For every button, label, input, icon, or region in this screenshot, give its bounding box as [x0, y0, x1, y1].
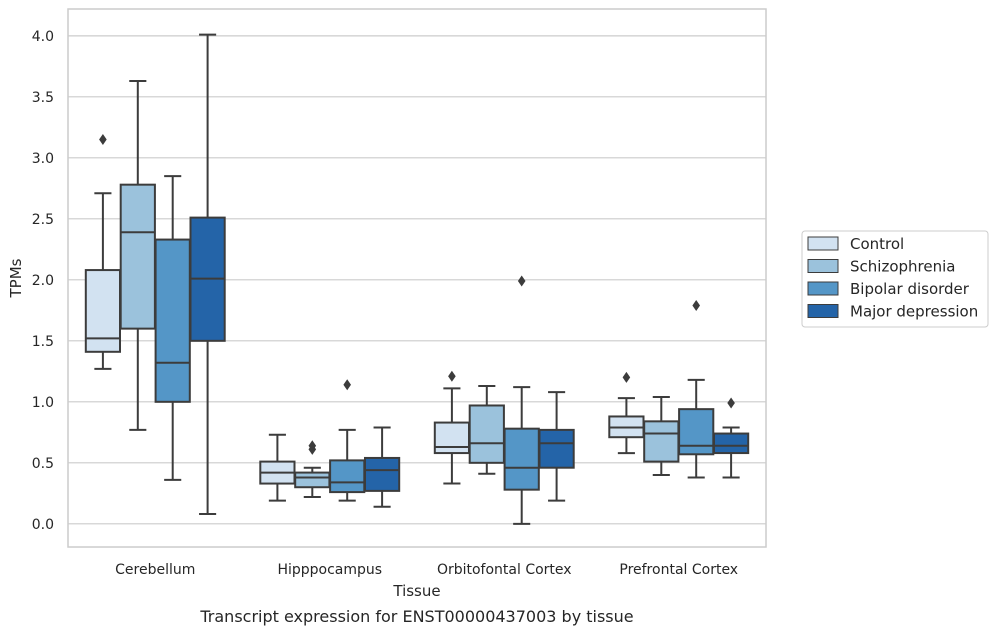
- legend-swatch: [807, 236, 839, 251]
- box-major-depression: [712, 397, 750, 479]
- box-iqr: [294, 471, 331, 489]
- box-iqr: [84, 269, 122, 353]
- box-groups: [84, 33, 750, 525]
- box-schizophrenia: [643, 395, 680, 477]
- legend-swatch: [807, 281, 839, 296]
- box-major-depression: [538, 391, 575, 502]
- legend-swatch: [807, 304, 839, 318]
- y-tick-label: 0.5: [32, 456, 54, 472]
- box-iqr: [154, 238, 191, 403]
- legend-label: Schizophrenia: [850, 258, 955, 276]
- x-axis-label: Tissue: [392, 582, 440, 600]
- box-iqr: [329, 459, 366, 494]
- legend-item: Major depression: [807, 303, 978, 321]
- box-control: [608, 371, 645, 455]
- legend-item: Control: [807, 235, 904, 253]
- y-tick-label: 1.5: [32, 334, 54, 350]
- legend-item: Schizophrenia: [807, 258, 955, 276]
- box-bipolar-disorder: [329, 379, 366, 502]
- legend-frame: [801, 230, 989, 328]
- box-iqr: [538, 428, 575, 469]
- outlier-point: [727, 397, 735, 409]
- box-iqr: [468, 404, 505, 464]
- y-tick-labels: 0.0 0.5 1.0 1.5 2.0 2.5 3.0 3.5 4.0: [32, 29, 54, 533]
- outlier-point: [692, 299, 700, 311]
- box-iqr: [712, 432, 750, 455]
- outlier-point: [308, 440, 317, 452]
- legend-swatch: [807, 259, 839, 273]
- y-tick-label: 0.0: [32, 517, 54, 533]
- y-tick-label: 3.0: [32, 151, 54, 167]
- chart-caption: Transcript expression for ENST0000043700…: [199, 607, 633, 626]
- y-tick-label: 3.5: [32, 90, 54, 106]
- y-tick-label: 4.0: [32, 29, 54, 45]
- box-iqr: [678, 408, 715, 456]
- y-tick-label: 2.0: [32, 273, 54, 289]
- legend: Control Schizophrenia Bipolar disorder Majo…: [801, 230, 989, 328]
- box-schizophrenia: [294, 440, 331, 498]
- box-schizophrenia: [468, 384, 505, 475]
- box-iqr: [433, 421, 471, 455]
- x-tick-label: Hipppocampus: [277, 562, 382, 578]
- outlier-point: [517, 275, 526, 287]
- outlier-point: [99, 134, 107, 146]
- x-tick-labels: Cerebellum Hipppocampus Orbitofontal Corte…: [115, 562, 738, 578]
- box-bipolar-disorder: [678, 299, 715, 479]
- legend-label: Major depression: [850, 303, 978, 321]
- y-tick-label: 2.5: [32, 212, 54, 228]
- y-axis-label: TPMs: [7, 258, 25, 298]
- box-schizophrenia: [119, 79, 156, 431]
- box-major-depression: [363, 426, 401, 508]
- box-control: [84, 134, 122, 370]
- outlier-point: [448, 370, 456, 382]
- box-iqr: [119, 183, 156, 330]
- y-tick-label: 1.0: [32, 395, 54, 411]
- box-major-depression: [189, 33, 226, 516]
- legend-item: Bipolar disorder: [807, 280, 970, 298]
- x-tick-label: Cerebellum: [115, 562, 195, 578]
- box-control: [259, 433, 296, 502]
- box-control: [433, 370, 471, 485]
- box-iqr: [643, 420, 680, 463]
- box-bipolar-disorder: [154, 175, 191, 481]
- outlier-point: [622, 371, 631, 383]
- x-tick-label: Orbitofontal Cortex: [437, 562, 572, 578]
- box-iqr: [503, 427, 540, 491]
- plot-frame: [67, 8, 767, 548]
- legend-label: Control: [850, 235, 904, 253]
- x-tick-label: Prefrontal Cortex: [619, 562, 738, 578]
- legend-label: Bipolar disorder: [850, 280, 970, 298]
- outlier-point: [343, 379, 351, 391]
- box-iqr: [363, 456, 401, 492]
- box-bipolar-disorder: [503, 275, 540, 525]
